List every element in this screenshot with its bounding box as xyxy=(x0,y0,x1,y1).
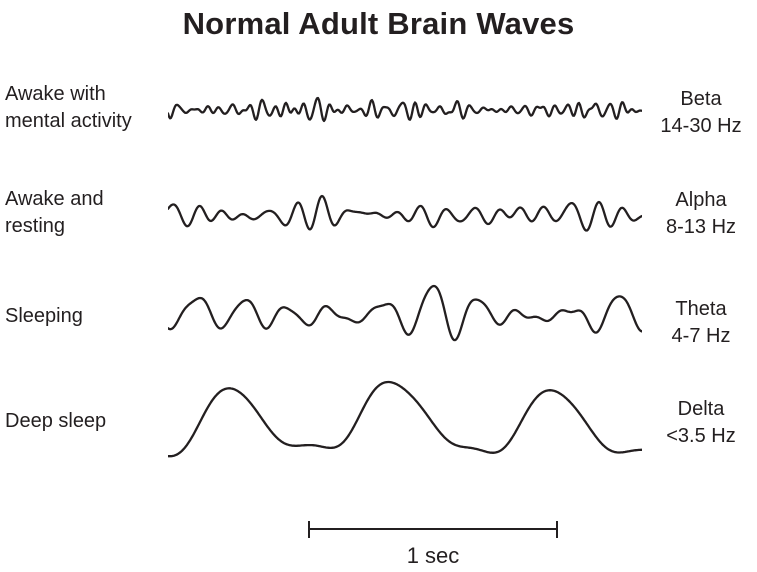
state-label-line: Awake and xyxy=(5,188,104,210)
time-scale-bar xyxy=(308,521,558,538)
state-label-line: resting xyxy=(5,215,66,237)
figure-title: Normal Adult Brain Waves xyxy=(182,6,575,41)
state-label-awake-resting: Awake and resting xyxy=(5,186,167,240)
state-label-line: mental activity xyxy=(5,110,132,132)
band-name: Alpha xyxy=(675,189,727,211)
band-name: Delta xyxy=(677,398,725,420)
delta-wave-trace xyxy=(168,380,642,458)
state-label-line: Sleeping xyxy=(5,305,83,327)
band-name: Theta xyxy=(675,298,727,320)
alpha-wave-trace xyxy=(168,194,642,232)
state-label-awake-mental: Awake with mental activity xyxy=(5,81,167,135)
state-label-sleeping: Sleeping xyxy=(5,303,167,330)
beta-wave-trace xyxy=(168,96,642,123)
state-label-line: Awake with xyxy=(5,83,106,105)
state-label-line: Deep sleep xyxy=(5,410,107,432)
band-label-delta: Delta <3.5 Hz xyxy=(648,396,754,450)
theta-wave-trace xyxy=(168,284,642,342)
scale-bar-label: 1 sec xyxy=(406,543,460,568)
band-frequency: 8-13 Hz xyxy=(665,216,737,238)
band-name: Beta xyxy=(680,88,722,110)
band-label-alpha: Alpha 8-13 Hz xyxy=(648,187,754,241)
state-label-deep-sleep: Deep sleep xyxy=(5,408,167,435)
band-frequency: <3.5 Hz xyxy=(666,425,736,447)
band-label-beta: Beta 14-30 Hz xyxy=(648,86,754,140)
band-frequency: 4-7 Hz xyxy=(671,325,731,347)
band-label-theta: Theta 4-7 Hz xyxy=(648,296,754,350)
band-frequency: 14-30 Hz xyxy=(660,115,742,137)
